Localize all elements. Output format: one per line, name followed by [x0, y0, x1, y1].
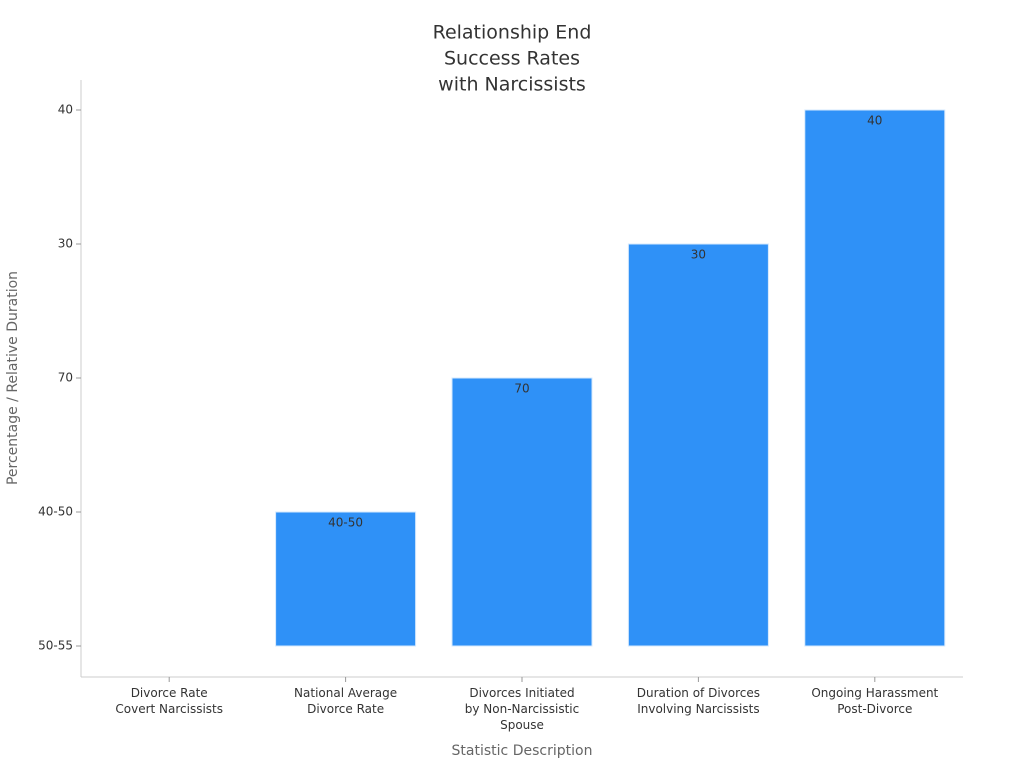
- x-tick-label-line: Covert Narcissists: [115, 702, 223, 716]
- y-tick-label: 70: [58, 371, 73, 385]
- y-tick-label: 50-55: [38, 639, 73, 653]
- y-axis-label: Percentage / Relative Duration: [5, 271, 21, 485]
- x-tick-label-line: Involving Narcissists: [637, 702, 759, 716]
- x-tick-label-line: Divorce Rate: [131, 686, 208, 700]
- x-tick-label: Divorces Initiated by Non-Narcissistic Spo…: [465, 686, 579, 732]
- bar: [275, 511, 417, 647]
- y-tick-label: 30: [58, 237, 73, 251]
- chart-title: Relationship End: [433, 22, 592, 44]
- value-label: 40-50: [328, 516, 363, 530]
- x-tick-label-line: Ongoing Harassment: [811, 686, 938, 700]
- x-tick-label-line: Divorce Rate: [307, 702, 384, 716]
- x-tick-label-line: Divorces Initiated: [469, 686, 574, 700]
- x-tick-label-line: Post-Divorce: [837, 702, 912, 716]
- x-tick-label: National Average Divorce Rate: [294, 686, 397, 716]
- x-tick-label: Duration of Divorces Involving Narcissist…: [637, 686, 760, 716]
- x-tick-label-line: by Non-Narcissistic: [465, 702, 579, 716]
- bar: [627, 243, 769, 647]
- y-tick-label: 40-50: [38, 505, 73, 519]
- x-axis-label: Statistic Description: [452, 743, 593, 759]
- chart-title: with Narcissists: [438, 74, 586, 96]
- bar: [804, 109, 946, 647]
- value-label: 30: [691, 248, 706, 262]
- x-tick-label-line: National Average: [294, 686, 397, 700]
- x-tick-label: Ongoing Harassment Post-Divorce: [811, 686, 938, 716]
- x-tick-label-line: Spouse: [500, 718, 544, 732]
- chart-title: Success Rates: [444, 48, 580, 70]
- value-label: 40: [867, 114, 882, 128]
- y-tick-label: 40: [58, 103, 73, 117]
- x-tick-label: Divorce Rate Covert Narcissists: [115, 686, 223, 716]
- bar: [451, 377, 593, 647]
- x-tick-label-line: Duration of Divorces: [637, 686, 760, 700]
- value-label: 70: [514, 382, 529, 396]
